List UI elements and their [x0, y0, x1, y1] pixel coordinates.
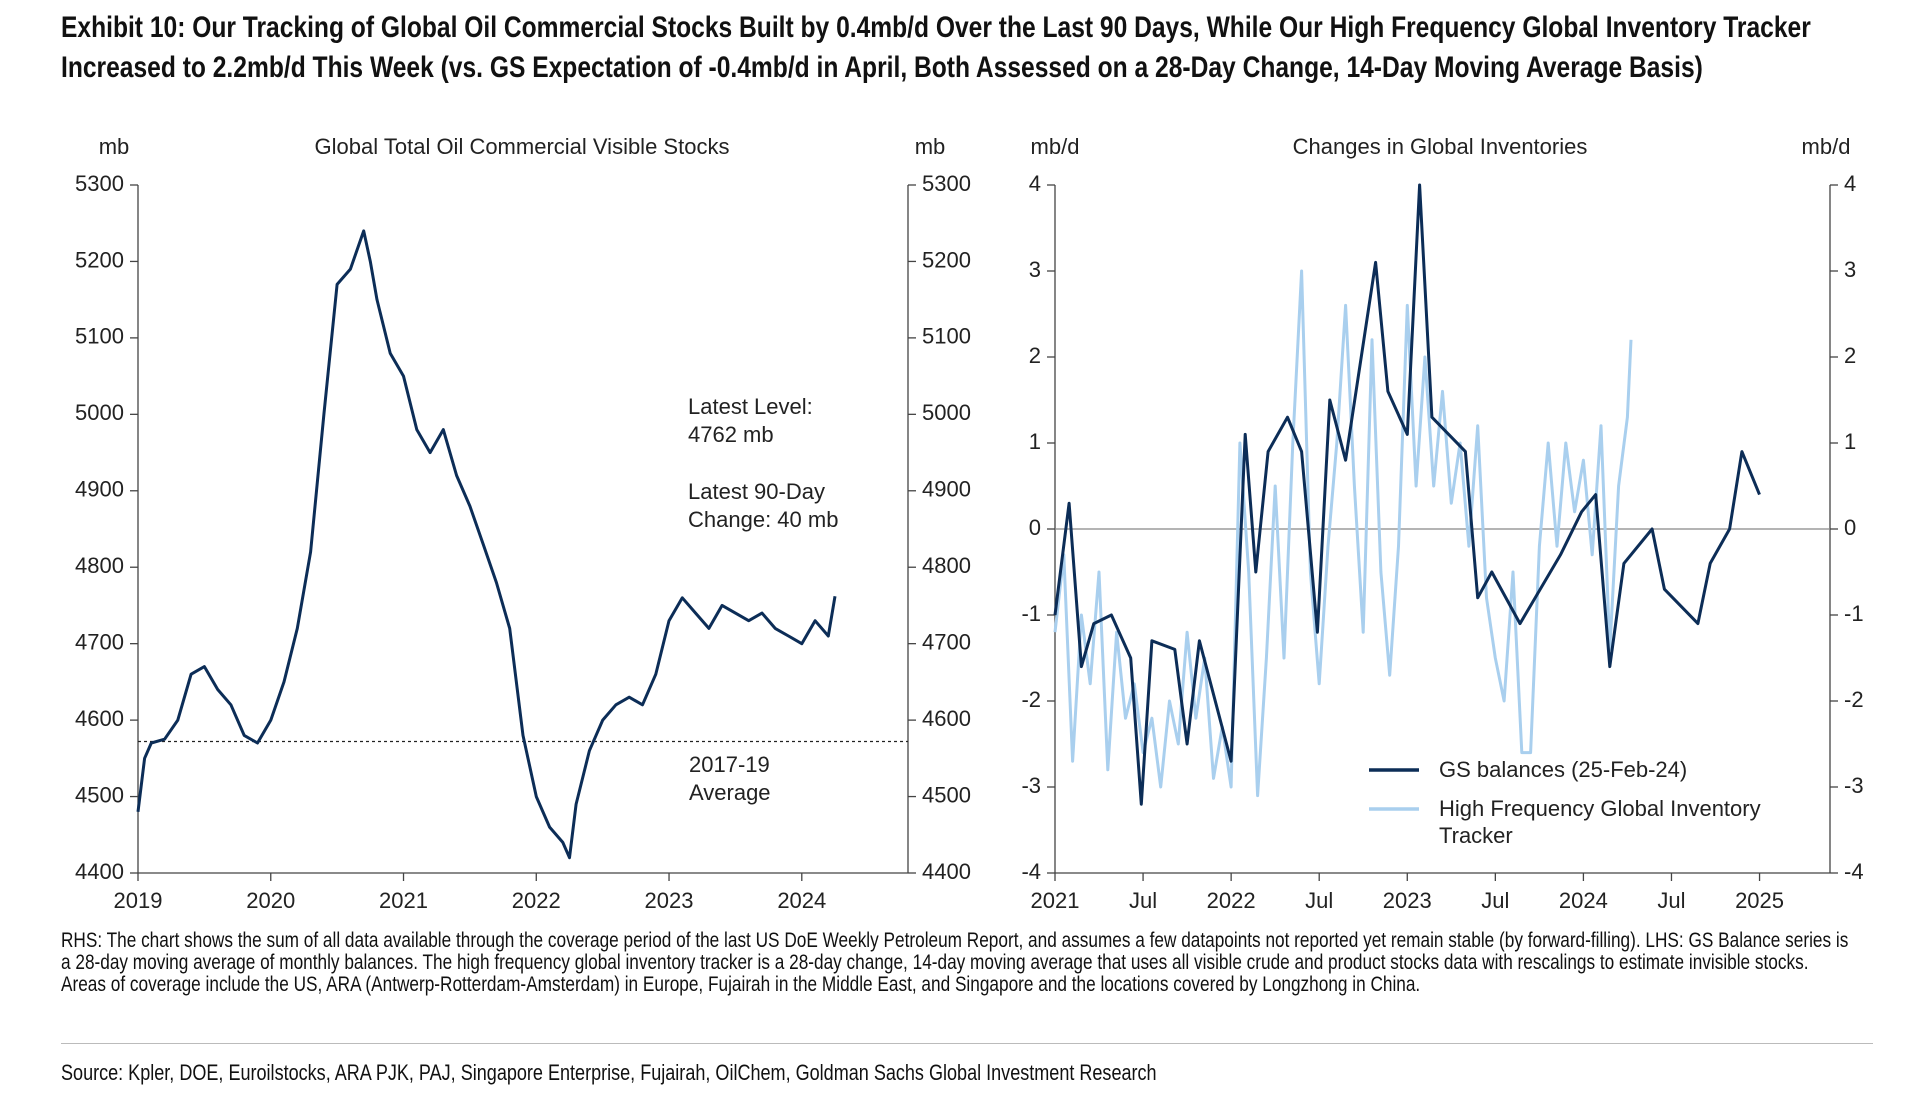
x-tick-label: 2021: [1031, 888, 1080, 913]
y2-tick-label: 4500: [922, 782, 971, 807]
separator: [61, 1043, 1873, 1044]
y2-tick-label: 4600: [922, 706, 971, 731]
y2-tick-label: 5200: [922, 247, 971, 272]
series-line: [1053, 183, 1761, 806]
series-line: [1053, 269, 1633, 798]
y-tick-label: 4600: [75, 706, 124, 731]
y2-tick-label: -3: [1844, 773, 1864, 798]
y-tick-label: 5200: [75, 247, 124, 272]
y-tick-label: 3: [1029, 257, 1041, 282]
x-tick-label: 2019: [114, 888, 163, 913]
y2-tick-label: 0: [1844, 515, 1856, 540]
y-tick-label: 0: [1029, 515, 1041, 540]
y-tick-label: -2: [1021, 687, 1041, 712]
y-tick-label: 5300: [75, 171, 124, 196]
y-axis-label: mb: [99, 134, 130, 159]
y2-tick-label: 4900: [922, 477, 971, 502]
y2-tick-label: 5300: [922, 171, 971, 196]
annotation: Change: 40 mb: [688, 507, 838, 532]
y2-tick-label: 5100: [922, 324, 971, 349]
y2-tick-label: 1: [1844, 429, 1856, 454]
x-tick-label: 2023: [645, 888, 694, 913]
y-tick-label: 2: [1029, 343, 1041, 368]
y2-tick-label: 4700: [922, 629, 971, 654]
y-tick-label: 5100: [75, 324, 124, 349]
x-tick-label: 2024: [1559, 888, 1608, 913]
y-tick-label: -3: [1021, 773, 1041, 798]
y2-tick-label: 2: [1844, 343, 1856, 368]
annotation: 2017-19: [689, 752, 770, 777]
y2-axis-label: mb/d: [1802, 134, 1851, 159]
y-tick-label: -1: [1021, 601, 1041, 626]
x-tick-label: 2021: [379, 888, 428, 913]
source: Source: Kpler, DOE, Euroilstocks, ARA PJ…: [61, 1060, 1157, 1085]
x-tick-label: 2022: [1207, 888, 1256, 913]
legend-label: GS balances (25-Feb-24): [1439, 757, 1688, 782]
annotation: Average: [689, 780, 771, 805]
legend-item: GS balances (25-Feb-24): [1439, 757, 1688, 782]
x-tick-label: 2025: [1735, 888, 1784, 913]
y2-tick-label: 4800: [922, 553, 971, 578]
x-tick-label: 2020: [246, 888, 295, 913]
annotation: Latest Level:: [688, 394, 813, 419]
x-tick-label: 2024: [777, 888, 826, 913]
x-tick-label: 2022: [512, 888, 561, 913]
annotation: Latest 90-Day: [688, 479, 825, 504]
y-tick-label: 4: [1029, 171, 1041, 196]
x-tick-label: Jul: [1657, 888, 1685, 913]
x-tick-label: Jul: [1129, 888, 1157, 913]
x-tick-label: Jul: [1305, 888, 1333, 913]
y-tick-label: 4900: [75, 477, 124, 502]
y2-tick-label: 4: [1844, 171, 1856, 196]
y2-tick-label: 5000: [922, 400, 971, 425]
x-tick-label: Jul: [1481, 888, 1509, 913]
y2-tick-label: -4: [1844, 859, 1864, 884]
footnote: RHS: The chart shows the sum of all data…: [61, 929, 1849, 996]
y2-tick-label: 4400: [922, 859, 971, 884]
series-line: [136, 229, 837, 860]
y-tick-label: 4500: [75, 782, 124, 807]
y-tick-label: -4: [1021, 859, 1041, 884]
legend-item: High Frequency Global Inventory Tracker: [1439, 796, 1761, 848]
y2-tick-label: -2: [1844, 687, 1864, 712]
y-tick-label: 4800: [75, 553, 124, 578]
y-axis-label: mb/d: [1031, 134, 1080, 159]
chart-title: Changes in Global Inventories: [1293, 134, 1588, 159]
y-tick-label: 4400: [75, 859, 124, 884]
chart-title: Global Total Oil Commercial Visible Stoc…: [315, 134, 730, 159]
y-tick-label: 4700: [75, 629, 124, 654]
y-tick-label: 5000: [75, 400, 124, 425]
y2-tick-label: 3: [1844, 257, 1856, 282]
annotation: 4762 mb: [688, 422, 774, 447]
x-tick-label: 2023: [1383, 888, 1432, 913]
y2-axis-label: mb: [915, 134, 946, 159]
y2-tick-label: -1: [1844, 601, 1864, 626]
legend-label: High Frequency Global Inventory Tracker: [1439, 796, 1761, 848]
y-tick-label: 1: [1029, 429, 1041, 454]
exhibit-title: Exhibit 10: Our Tracking of Global Oil C…: [61, 11, 1811, 84]
